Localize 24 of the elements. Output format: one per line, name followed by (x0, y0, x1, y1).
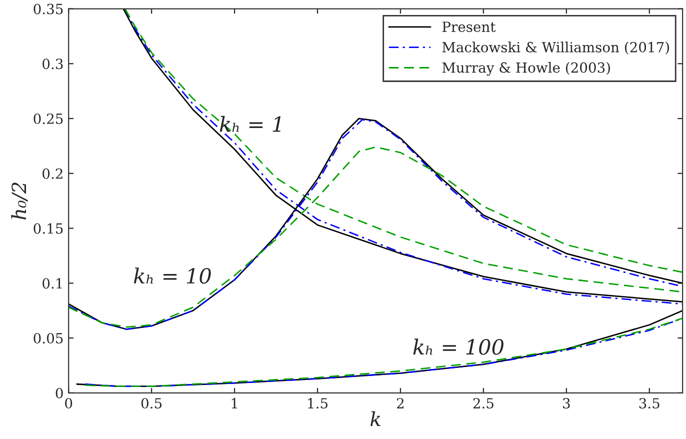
x-tick-label: 0 (65, 398, 72, 409)
x-tick-label: 1.5 (308, 398, 328, 409)
x-tick-label: 3.5 (639, 398, 660, 409)
annotation: kₕ = 100 (413, 338, 504, 355)
y-tick-label: 0.05 (34, 333, 63, 344)
legend-label: Mackowski & Williamson (2017) (442, 42, 669, 54)
y-tick-label: 0.2 (42, 168, 62, 179)
legend-label: Murray & Howle (2003) (442, 62, 610, 76)
x-tick-label: 1 (232, 398, 237, 408)
y-tick-label: 0.1 (42, 278, 62, 289)
y-tick-label: 0.15 (34, 223, 63, 234)
annotation: kₕ = 1 (220, 116, 281, 132)
y-tick-label: 0 (56, 388, 63, 398)
x-tick-label: 2.5 (473, 398, 494, 409)
y-axis-title: h₀/2 (11, 182, 28, 220)
x-axis-title: k (370, 411, 380, 426)
x-tick-label: 3 (563, 398, 570, 409)
x-tick-label: 0.5 (141, 398, 162, 409)
x-tick-label: 2 (397, 398, 404, 408)
y-tick-label: 0.25 (34, 114, 63, 124)
y-tick-label: 0.35 (34, 4, 63, 14)
y-tick-label: 0.3 (42, 58, 63, 70)
legend-label: Present (442, 22, 496, 32)
annotation: kₕ = 10 (134, 268, 211, 284)
